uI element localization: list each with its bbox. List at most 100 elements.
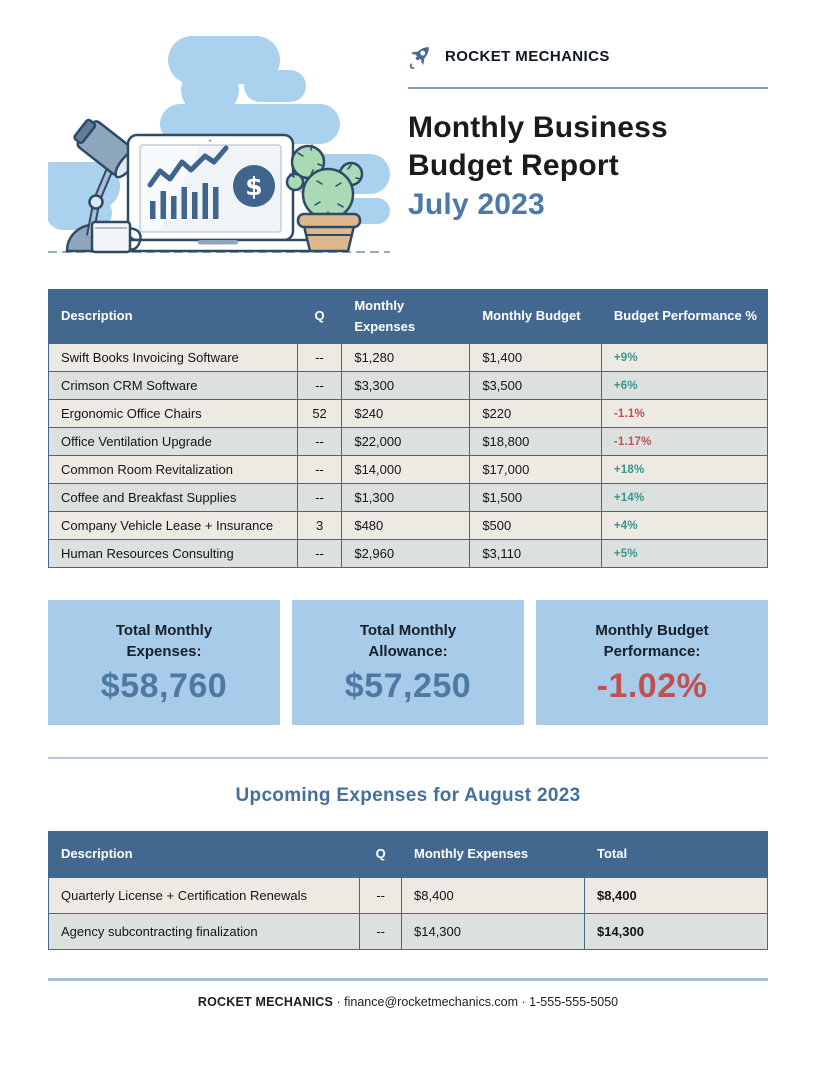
row-performance: +4% [600,511,769,540]
table-row: Coffee and Breakfast Supplies -- $1,300 … [48,483,769,512]
row-quantity: -- [296,427,343,456]
row-quantity: -- [359,877,402,914]
card-label: Monthly Budget Performance: [595,622,709,660]
upcoming-expenses-table: Description Q Monthly Expenses Total Qua… [47,831,769,950]
footer-rule [48,978,768,981]
svg-text:$: $ [245,172,262,201]
row-performance: -1.17% [600,427,769,456]
col-budget-performance: Budget Performance % [600,289,769,344]
brand-logo: ROCKET MECHANICS [408,43,768,70]
summary-card-performance: Monthly Budget Performance: -1.02% [536,600,768,725]
col-monthly-expenses: Monthly Expenses [401,831,585,878]
section-divider [48,757,768,759]
row-performance: +6% [600,371,769,400]
brand-logo-text: ROCKET MECHANICS [445,48,610,65]
chart-icon [147,145,229,219]
table-row: Human Resources Consulting -- $2,960 $3,… [48,539,769,568]
row-description: Agency subcontracting finalization [47,913,361,950]
cactus-icon [285,144,364,253]
row-total: $8,400 [583,877,769,914]
row-performance: +18% [600,455,769,484]
row-description: Quarterly License + Certification Renewa… [47,877,361,914]
header-rule [408,87,768,89]
row-budget: $220 [469,399,602,428]
summary-card-expenses: Total Monthly Expenses: $58,760 [48,600,280,725]
row-description: Swift Books Invoicing Software [48,343,298,372]
page-header: $ [48,14,768,258]
row-quantity: -- [296,371,343,400]
page: $ [0,14,816,1009]
row-description: Human Resources Consulting [48,539,298,568]
row-expenses: $14,000 [341,455,471,484]
card-label: Total Monthly Expenses: [115,622,213,660]
col-quantity: Q [359,831,402,878]
col-monthly-expenses: Monthly Expenses [341,289,471,344]
row-expenses: $1,300 [341,483,471,512]
row-expenses: $22,000 [341,427,471,456]
report-period: July 2023 [408,187,545,221]
row-expenses: $8,400 [401,877,585,914]
budget-table: Description Q Monthly Expenses Monthly B… [48,289,769,568]
row-expenses: $3,300 [341,371,471,400]
page-title-line2: Budget Report [408,149,619,183]
col-monthly-budget: Monthly Budget [469,289,602,344]
row-quantity: -- [359,913,402,950]
row-expenses: $1,280 [341,343,471,372]
summary-cards: Total Monthly Expenses: $58,760 Total Mo… [48,600,768,725]
table-row: Swift Books Invoicing Software -- $1,280… [48,343,769,372]
header-illustration: $ [48,36,390,254]
row-performance: +5% [600,539,769,568]
rocket-icon [409,47,429,69]
row-expenses: $480 [341,511,471,540]
row-budget: $3,500 [469,371,602,400]
row-expenses: $240 [341,399,471,428]
row-description: Coffee and Breakfast Supplies [48,483,298,512]
row-performance: -1.1% [600,399,769,428]
row-budget: $500 [469,511,602,540]
footer-brand: ROCKET MECHANICS [197,995,334,1009]
table-row: Crimson CRM Software -- $3,300 $3,500 +6… [48,371,769,400]
upcoming-table-header-row: Description Q Monthly Expenses Total [47,831,769,878]
row-expenses: $2,960 [341,539,471,568]
row-description: Crimson CRM Software [48,371,298,400]
row-description: Common Room Revitalization [48,455,298,484]
row-expenses: $14,300 [401,913,585,950]
table-row: Ergonomic Office Chairs 52 $240 $220 -1.… [48,399,769,428]
row-description: Ergonomic Office Chairs [48,399,298,428]
coffee-mug-icon [90,220,142,254]
footer-email: finance@rocketmechanics.com [344,995,519,1009]
table-row: Company Vehicle Lease + Insurance 3 $480… [48,511,769,540]
table-row: Common Room Revitalization -- $14,000 $1… [48,455,769,484]
footer-separator: · [521,995,526,1009]
row-quantity: -- [296,539,343,568]
laptop-icon: $ [112,133,324,253]
row-quantity: 52 [296,399,343,428]
row-quantity: -- [296,455,343,484]
col-quantity: Q [296,289,343,344]
title-block: ROCKET MECHANICS Monthly Business Budget… [408,14,768,258]
footer: ROCKET MECHANICS · finance@rocketmechani… [48,995,768,1009]
page-title: Monthly Business Budget Report July 2023 [408,109,768,224]
card-label: Total Monthly Allowance: [359,622,457,660]
row-budget: $3,110 [469,539,602,568]
row-budget: $1,400 [469,343,602,372]
card-value: $57,250 [344,667,472,705]
budget-table-header-row: Description Q Monthly Expenses Monthly B… [48,289,769,344]
row-budget: $18,800 [469,427,602,456]
table-row: Office Ventilation Upgrade -- $22,000 $1… [48,427,769,456]
table-row: Quarterly License + Certification Renewa… [47,877,769,914]
section-heading: Upcoming Expenses for August 2023 [235,785,581,806]
page-title-line1: Monthly Business [408,111,668,144]
col-total: Total [583,831,769,878]
row-description: Company Vehicle Lease + Insurance [48,511,298,540]
row-performance: +9% [600,343,769,372]
summary-card-allowance: Total Monthly Allowance: $57,250 [292,600,524,725]
row-quantity: -- [296,343,343,372]
row-budget: $17,000 [469,455,602,484]
row-total: $14,300 [583,913,769,950]
row-quantity: 3 [296,511,343,540]
row-description: Office Ventilation Upgrade [48,427,298,456]
row-performance: +14% [600,483,769,512]
row-budget: $1,500 [469,483,602,512]
dollar-circle-icon: $ [233,165,275,207]
